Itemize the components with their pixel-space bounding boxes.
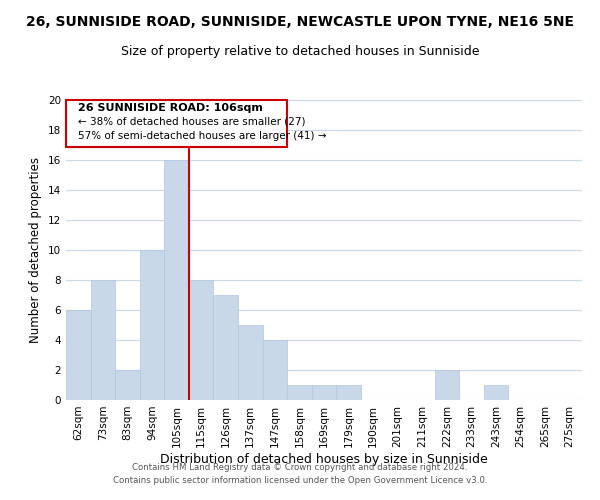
FancyBboxPatch shape [66,100,287,146]
Bar [434,370,459,400]
Bar [336,385,361,400]
Text: 26, SUNNISIDE ROAD, SUNNISIDE, NEWCASTLE UPON TYNE, NE16 5NE: 26, SUNNISIDE ROAD, SUNNISIDE, NEWCASTLE… [26,15,574,29]
Text: 57% of semi-detached houses are larger (41) →: 57% of semi-detached houses are larger (… [78,131,327,141]
Text: ← 38% of detached houses are smaller (27): ← 38% of detached houses are smaller (27… [78,116,306,126]
Bar [164,160,189,400]
Y-axis label: Number of detached properties: Number of detached properties [29,157,43,343]
Bar [115,370,140,400]
Bar [484,385,508,400]
Text: Contains HM Land Registry data © Crown copyright and database right 2024.
Contai: Contains HM Land Registry data © Crown c… [113,464,487,485]
Bar [312,385,336,400]
Bar [287,385,312,400]
Bar [238,325,263,400]
Text: 26 SUNNISIDE ROAD: 106sqm: 26 SUNNISIDE ROAD: 106sqm [78,104,263,114]
Bar [140,250,164,400]
Text: Size of property relative to detached houses in Sunniside: Size of property relative to detached ho… [121,45,479,58]
X-axis label: Distribution of detached houses by size in Sunniside: Distribution of detached houses by size … [160,452,488,466]
Bar [91,280,115,400]
Bar [66,310,91,400]
Bar [263,340,287,400]
Bar [189,280,214,400]
Bar [214,295,238,400]
